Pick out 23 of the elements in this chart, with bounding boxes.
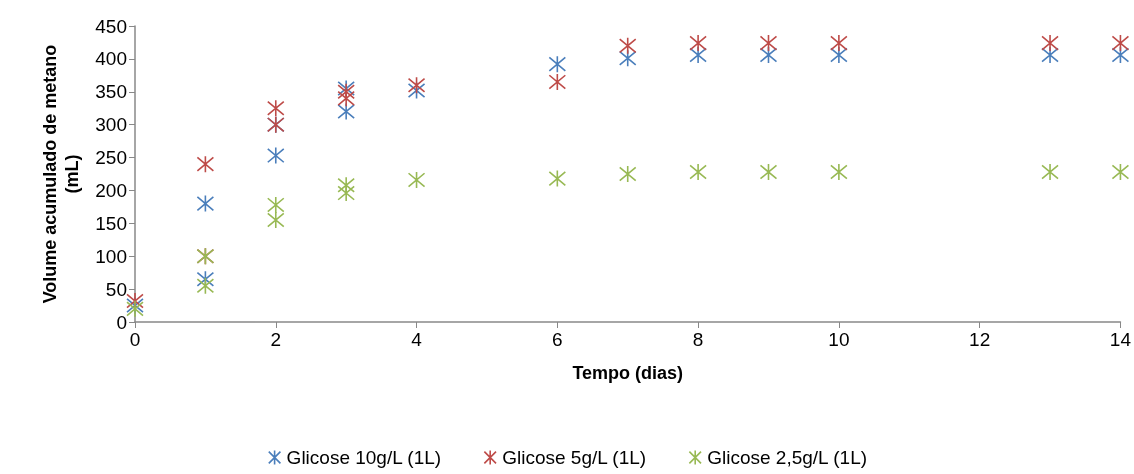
x-tick-label: 8 [692,329,704,350]
y-tick-label: 50 [105,278,127,300]
legend-label: Glicose 5g/L (1L) [502,447,647,468]
x-tick-label: 4 [411,329,423,350]
y-tick-label: 250 [95,147,127,169]
y-axis-title: Volume acumulado de metano (mL) [40,44,82,304]
y-tick-label: 150 [95,212,127,234]
y-tick-label: 100 [95,245,127,267]
x-tick-label: 2 [270,329,282,350]
y-tick-label: 450 [95,15,127,37]
x-tick-label: 14 [1109,329,1132,350]
x-axis-title: Tempo (dias) [572,363,684,383]
x-tick-label: 12 [969,329,991,350]
y-tick-label: 200 [95,179,127,201]
x-tick-label: 0 [129,329,141,350]
y-tick-label: 400 [95,48,127,70]
x-tick-label: 6 [552,329,563,350]
y-tick-label: 300 [95,114,127,136]
legend-label: Glicose 10g/L (1L) [286,447,442,468]
legend-label: Glicose 2,5g/L (1L) [707,447,868,468]
x-tick-label: 10 [828,329,850,350]
y-tick-label: 350 [95,81,127,103]
y-tick-label: 0 [116,311,127,333]
